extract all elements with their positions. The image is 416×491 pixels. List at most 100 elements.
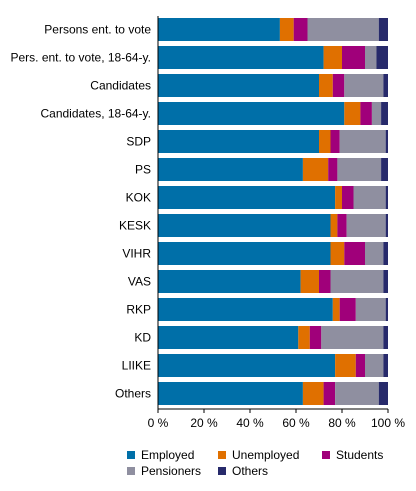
bar-segment-pensioners-13	[335, 382, 379, 405]
bar-segment-students-8	[344, 242, 365, 265]
x-tick-label: 60 %	[282, 416, 310, 430]
bar-segment-students-7	[337, 214, 347, 237]
bar-segment-pensioners-10	[355, 298, 386, 321]
bar-segment-unemployed-3	[344, 102, 361, 125]
bar-segment-employed-0	[158, 18, 280, 41]
bar-segment-employed-13	[158, 382, 303, 405]
bar-segment-pensioners-2	[344, 74, 384, 97]
bar-segment-pensioners-1	[365, 46, 377, 69]
category-label: KD	[134, 331, 151, 345]
bars-group	[158, 18, 388, 405]
bar-segment-unemployed-4	[319, 130, 331, 153]
bar-segment-others-9	[383, 270, 388, 293]
x-tick-label: 40 %	[236, 416, 264, 430]
bar-segment-unemployed-1	[323, 46, 342, 69]
category-label: VAS	[128, 275, 151, 289]
bar-segment-students-11	[309, 326, 322, 349]
bar-segment-students-6	[342, 186, 354, 209]
bar-segment-others-6	[385, 186, 388, 209]
x-axis: 0 % 20 % 40 % 60 % 80 % 100 %	[148, 16, 405, 430]
bar-segment-others-4	[385, 130, 388, 153]
bar-segment-others-0	[378, 18, 388, 41]
category-label: RKP	[126, 303, 151, 317]
bar-segment-pensioners-8	[365, 242, 384, 265]
bar-segment-pensioners-7	[346, 214, 386, 237]
bar-segment-employed-1	[158, 46, 324, 69]
bar-segment-employed-3	[158, 102, 345, 125]
bar-segment-others-11	[383, 326, 388, 349]
bar-segment-others-5	[381, 158, 388, 181]
bar-segment-others-13	[378, 382, 388, 405]
legend-swatch-unemployed	[218, 451, 226, 459]
bar-segment-employed-8	[158, 242, 331, 265]
bar-segment-unemployed-9	[300, 270, 319, 293]
bar-segment-others-2	[383, 74, 388, 97]
bar-segment-students-3	[360, 102, 372, 125]
legend-label-unemployed: Unemployed	[232, 448, 299, 462]
bar-segment-employed-6	[158, 186, 336, 209]
bar-segment-students-9	[319, 270, 331, 293]
bar-segment-pensioners-11	[321, 326, 384, 349]
bar-segment-employed-7	[158, 214, 331, 237]
bar-segment-unemployed-5	[302, 158, 329, 181]
bar-segment-students-2	[332, 74, 345, 97]
bar-segment-unemployed-6	[335, 186, 342, 209]
category-label: Pers. ent. to vote, 18-64-y.	[10, 51, 151, 65]
bar-segment-unemployed-12	[335, 354, 356, 377]
bar-segment-students-1	[342, 46, 365, 69]
bar-segment-pensioners-5	[337, 158, 382, 181]
bar-segment-students-13	[323, 382, 336, 405]
category-label: Others	[115, 387, 151, 401]
bar-segment-unemployed-2	[319, 74, 333, 97]
bar-segment-employed-4	[158, 130, 319, 153]
category-label: KESK	[119, 219, 151, 233]
bar-segment-others-12	[383, 354, 388, 377]
x-tick-label: 20 %	[190, 416, 218, 430]
category-label: Candidates, 18-64-y.	[40, 107, 151, 121]
bar-segment-pensioners-12	[365, 354, 384, 377]
legend-swatch-pensioners	[127, 467, 135, 475]
bar-segment-others-7	[385, 214, 388, 237]
bar-segment-unemployed-11	[298, 326, 310, 349]
bar-segment-employed-9	[158, 270, 301, 293]
x-tick-label: 80 %	[328, 416, 356, 430]
x-tick-label: 0 %	[148, 416, 169, 430]
bar-segment-unemployed-8	[330, 242, 345, 265]
category-label: PS	[135, 163, 151, 177]
bar-segment-pensioners-6	[353, 186, 386, 209]
bar-segment-pensioners-9	[330, 270, 384, 293]
bar-segment-unemployed-0	[279, 18, 294, 41]
legend: Employed Unemployed Students Pensioners Othe…	[127, 448, 383, 478]
bar-segment-employed-12	[158, 354, 336, 377]
bar-segment-others-10	[385, 298, 388, 321]
bar-segment-pensioners-4	[339, 130, 386, 153]
legend-label-others: Others	[232, 464, 268, 478]
bar-segment-students-5	[328, 158, 338, 181]
bar-segment-others-1	[376, 46, 388, 69]
bar-segment-employed-2	[158, 74, 319, 97]
legend-swatch-students	[322, 451, 330, 459]
legend-label-students: Students	[336, 448, 383, 462]
category-label: Candidates	[90, 79, 151, 93]
bar-segment-pensioners-0	[307, 18, 379, 41]
category-label: KOK	[126, 191, 151, 205]
legend-swatch-employed	[127, 451, 135, 459]
legend-swatch-others	[218, 467, 226, 475]
category-label: SDP	[126, 135, 151, 149]
bar-segment-employed-10	[158, 298, 333, 321]
category-label: LIIKE	[122, 359, 151, 373]
x-tick-label: 100 %	[371, 416, 405, 430]
category-labels: Persons ent. to vote Pers. ent. to vote, …	[10, 23, 151, 401]
bar-segment-employed-11	[158, 326, 299, 349]
bar-segment-students-10	[339, 298, 356, 321]
bar-segment-students-4	[330, 130, 340, 153]
bar-segment-others-3	[381, 102, 388, 125]
bar-segment-unemployed-10	[332, 298, 340, 321]
bar-segment-unemployed-7	[330, 214, 338, 237]
legend-label-employed: Employed	[141, 448, 194, 462]
bar-segment-unemployed-13	[302, 382, 324, 405]
legend-label-pensioners: Pensioners	[141, 464, 201, 478]
bar-segment-pensioners-3	[371, 102, 382, 125]
bar-segment-students-12	[355, 354, 365, 377]
